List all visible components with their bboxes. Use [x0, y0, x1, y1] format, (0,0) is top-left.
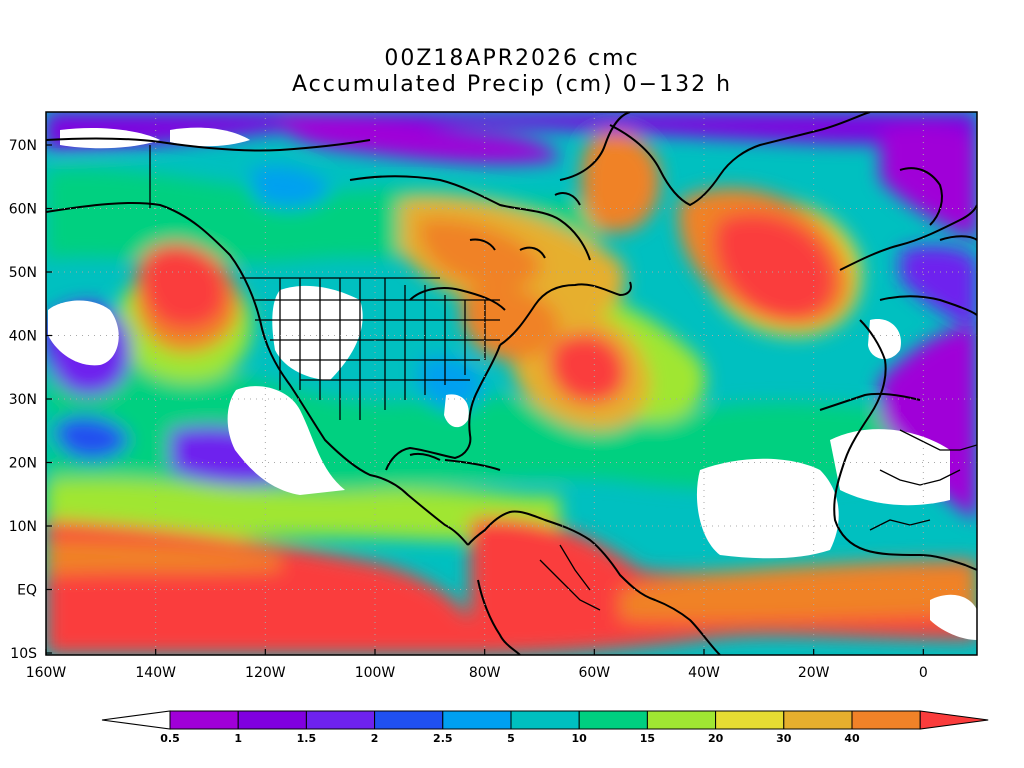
colorbar-level-label: 0.5: [160, 732, 180, 745]
lat-label: 30N: [9, 392, 37, 408]
colorbar-level-label: 40: [844, 732, 860, 745]
lat-label: 20N: [9, 456, 37, 472]
colorbar-level-label: 20: [708, 732, 724, 745]
latitude-labels: 70N 60N 50N 40N 30N 20N 10N EQ 10S: [9, 138, 52, 662]
colorbar-segment: [783, 710, 853, 730]
colorbar-segment: [237, 710, 307, 730]
lon-label: 120W: [245, 665, 286, 681]
colorbar-level-label: 2: [371, 732, 379, 745]
lat-label: EQ: [17, 583, 37, 599]
lat-label: 40N: [9, 329, 37, 345]
colorbar-level-label: 1: [234, 732, 242, 745]
colorbar-segment: [646, 710, 717, 730]
lat-lon-grid: [46, 112, 977, 655]
precip-field: [46, 112, 977, 655]
colorbar-level-label: 1.5: [297, 732, 317, 745]
lon-label: 40W: [688, 665, 720, 681]
lat-label: 10N: [9, 519, 37, 535]
colorbar-segment: [374, 710, 444, 730]
lon-label: 80W: [469, 665, 501, 681]
lat-label: 10S: [10, 646, 37, 662]
lon-label: 0: [919, 665, 928, 681]
colorbar-segment: [510, 710, 580, 730]
colorbar-segment: [851, 710, 921, 730]
map-frame: [45, 111, 978, 656]
lon-label: 160W: [26, 665, 67, 681]
colorbar-level-label: 10: [572, 732, 588, 745]
colorbar-level-label: 5: [507, 732, 515, 745]
political-borders: [149, 145, 977, 611]
colorbar-segment: [442, 710, 512, 730]
precip-colorbar: 0.5 1 1.5 2 2.5 5 10 15 20 30 40: [101, 710, 989, 745]
lon-label: 60W: [578, 665, 610, 681]
colorbar-segment: [578, 710, 648, 730]
lon-label: 20W: [798, 665, 830, 681]
map-title: 00Z18APR2026 cmc Accumulated Precip (cm)…: [0, 46, 1024, 98]
colorbar-segment: [715, 710, 785, 730]
lat-label: 50N: [9, 265, 37, 281]
lat-label: 70N: [9, 138, 37, 154]
colorbar-low-arrow: [101, 710, 171, 730]
colorbar-level-label: 15: [640, 732, 655, 745]
longitude-labels: 160W 140W 120W 100W 80W 60W 40W 20W 0: [26, 649, 928, 681]
colorbar-level-label: 2.5: [433, 732, 453, 745]
colorbar-segment: [305, 710, 376, 730]
coastlines: [46, 112, 977, 655]
lon-label: 100W: [355, 665, 396, 681]
title-line-1: 00Z18APR2026 cmc: [384, 46, 640, 71]
lon-label: 140W: [135, 665, 176, 681]
colorbar-level-label: 30: [776, 732, 792, 745]
title-line-2: Accumulated Precip (cm) 0−132 h: [291, 72, 733, 97]
colorbar-high-arrow: [919, 710, 989, 730]
colorbar-segment: [169, 710, 239, 730]
lat-label: 60N: [9, 202, 37, 218]
